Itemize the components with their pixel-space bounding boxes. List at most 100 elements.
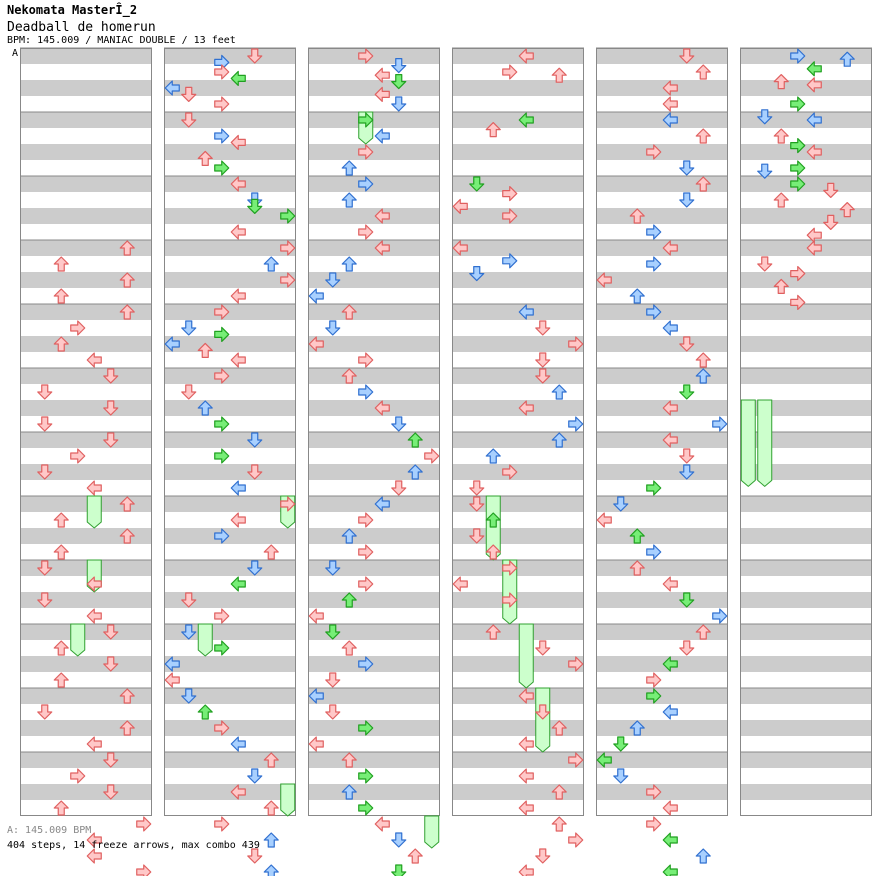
beat-stripe bbox=[452, 720, 584, 736]
down-arrow-icon bbox=[679, 448, 695, 464]
left-arrow-icon bbox=[164, 336, 180, 352]
beat-stripe bbox=[740, 368, 872, 384]
up-arrow-icon bbox=[773, 128, 789, 144]
left-arrow-icon bbox=[164, 656, 180, 672]
down-arrow-icon bbox=[181, 86, 197, 103]
left-arrow-icon bbox=[308, 608, 324, 624]
right-arrow-icon bbox=[646, 544, 662, 560]
right-arrow-icon bbox=[214, 96, 230, 112]
freeze-arrow bbox=[70, 623, 86, 657]
beat-stripe bbox=[452, 624, 584, 640]
beat-stripe bbox=[20, 784, 152, 800]
right-arrow-icon bbox=[646, 224, 662, 240]
up-arrow-icon bbox=[485, 544, 501, 560]
beat-stripe bbox=[308, 240, 440, 256]
beat-stripe bbox=[596, 624, 728, 640]
down-arrow-icon bbox=[181, 592, 197, 608]
beat-stripe bbox=[452, 752, 584, 768]
beat-stripe bbox=[452, 368, 584, 384]
up-arrow-icon bbox=[341, 256, 357, 272]
left-arrow-icon bbox=[374, 208, 390, 224]
left-arrow-icon bbox=[518, 800, 534, 816]
left-arrow-icon bbox=[662, 96, 678, 112]
right-arrow-icon bbox=[70, 448, 86, 464]
up-arrow-icon bbox=[341, 368, 357, 384]
right-arrow-icon bbox=[358, 656, 374, 672]
freeze-arrow bbox=[280, 783, 296, 817]
down-arrow-icon bbox=[391, 73, 407, 90]
beat-stripe bbox=[164, 400, 296, 416]
beat-stripe bbox=[308, 688, 440, 704]
down-arrow-icon bbox=[391, 96, 407, 112]
right-arrow-icon bbox=[568, 336, 584, 352]
left-arrow-icon bbox=[230, 576, 246, 592]
right-arrow-icon bbox=[136, 864, 152, 876]
up-arrow-icon bbox=[341, 304, 357, 320]
right-arrow-icon bbox=[790, 266, 806, 282]
up-arrow-icon bbox=[119, 304, 135, 320]
left-arrow-icon bbox=[518, 304, 534, 320]
left-arrow-icon bbox=[518, 688, 534, 704]
up-arrow-icon bbox=[773, 278, 789, 294]
down-arrow-icon bbox=[469, 266, 485, 282]
chart-column-3 bbox=[308, 47, 440, 816]
beat-stripe bbox=[20, 688, 152, 704]
beat-stripe bbox=[308, 176, 440, 192]
right-arrow-icon bbox=[568, 656, 584, 672]
left-arrow-icon bbox=[230, 288, 246, 304]
left-arrow-icon bbox=[374, 240, 390, 256]
beat-stripe bbox=[740, 560, 872, 576]
left-arrow-icon bbox=[230, 480, 246, 496]
down-arrow-icon bbox=[103, 368, 119, 384]
up-arrow-icon bbox=[341, 592, 357, 608]
left-arrow-icon bbox=[230, 224, 246, 240]
up-arrow-icon bbox=[263, 864, 279, 876]
right-arrow-icon bbox=[136, 816, 152, 832]
left-arrow-icon bbox=[374, 496, 390, 512]
down-arrow-icon bbox=[757, 163, 773, 179]
right-arrow-icon bbox=[502, 592, 518, 608]
beat-stripe bbox=[20, 240, 152, 256]
right-arrow-icon bbox=[358, 48, 374, 64]
right-arrow-icon bbox=[280, 208, 296, 224]
beat-stripe bbox=[452, 208, 584, 224]
beat-stripe bbox=[164, 240, 296, 256]
left-arrow-icon bbox=[662, 320, 678, 336]
down-arrow-icon bbox=[37, 592, 53, 608]
left-arrow-icon bbox=[662, 80, 678, 96]
beat-stripe bbox=[740, 144, 872, 160]
down-arrow-icon bbox=[757, 109, 773, 125]
beat-stripe bbox=[20, 592, 152, 608]
up-arrow-icon bbox=[695, 848, 711, 864]
down-arrow-icon bbox=[325, 624, 341, 640]
beat-stripe bbox=[596, 368, 728, 384]
up-arrow-icon bbox=[341, 784, 357, 800]
left-arrow-icon bbox=[374, 128, 390, 144]
up-arrow-icon bbox=[53, 336, 69, 352]
beat-stripe bbox=[596, 656, 728, 672]
down-arrow-icon bbox=[37, 464, 53, 480]
beat-stripe bbox=[740, 176, 872, 192]
right-arrow-icon bbox=[646, 256, 662, 272]
beat-stripe bbox=[596, 80, 728, 96]
left-arrow-icon bbox=[374, 86, 390, 103]
up-arrow-icon bbox=[839, 51, 855, 67]
beat-stripe bbox=[20, 368, 152, 384]
lane-border bbox=[20, 48, 152, 816]
beat-stripe bbox=[740, 240, 872, 256]
beat-stripe bbox=[308, 560, 440, 576]
right-arrow-icon bbox=[790, 294, 806, 310]
beat-stripe bbox=[596, 240, 728, 256]
right-arrow-icon bbox=[568, 416, 584, 432]
down-arrow-icon bbox=[469, 496, 485, 512]
beat-stripe bbox=[164, 496, 296, 512]
beat-stripe bbox=[452, 464, 584, 480]
lane-border bbox=[740, 48, 872, 816]
beat-stripe bbox=[20, 208, 152, 224]
beat-stripe bbox=[20, 464, 152, 480]
beat-stripe bbox=[164, 208, 296, 224]
freeze-arrow bbox=[197, 623, 213, 657]
left-arrow-icon bbox=[806, 240, 822, 256]
left-arrow-icon bbox=[662, 800, 678, 816]
right-arrow-icon bbox=[214, 448, 230, 464]
